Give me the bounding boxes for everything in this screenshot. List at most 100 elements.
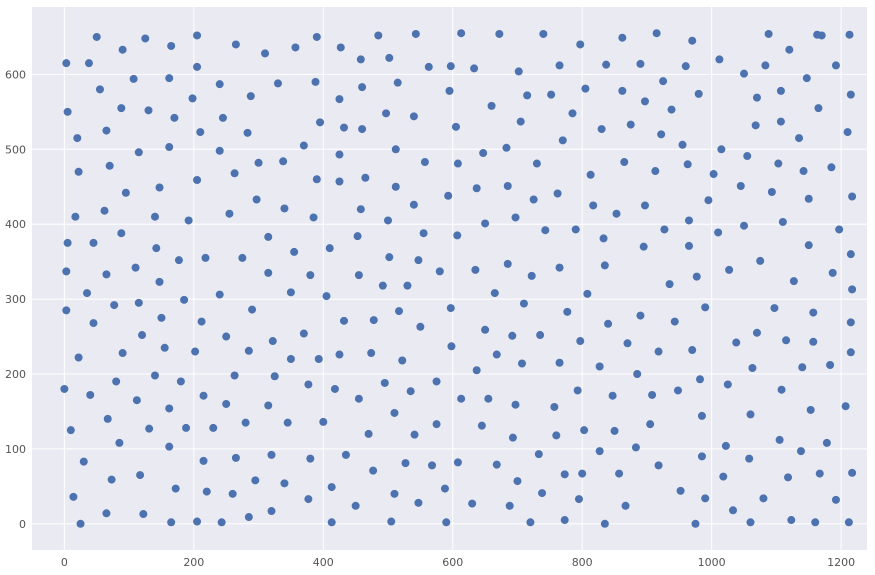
scatter-point <box>217 518 226 527</box>
scatter-point <box>327 518 336 527</box>
scatter-point <box>651 167 660 176</box>
plot-area <box>32 7 867 550</box>
scatter-point <box>732 338 741 347</box>
scatter-point <box>626 120 635 129</box>
scatter-point <box>306 454 315 463</box>
x-tick-label: 600 <box>442 556 463 569</box>
scatter-point <box>568 109 577 118</box>
scatter-point <box>659 77 668 86</box>
scatter-point <box>155 183 164 192</box>
scatter-point <box>150 371 159 380</box>
scatter-point <box>76 519 85 528</box>
scatter-point <box>354 394 363 403</box>
scatter-point <box>112 377 121 386</box>
scatter-point <box>798 363 807 372</box>
scatter-point <box>83 289 92 298</box>
scatter-point <box>795 134 804 143</box>
scatter-point <box>314 355 323 364</box>
scatter-point <box>804 194 813 203</box>
scatter-point <box>89 238 98 247</box>
scatter-point <box>361 173 370 182</box>
scatter-point <box>815 469 824 478</box>
y-tick-label: 400 <box>5 218 26 231</box>
scatter-point <box>215 290 224 299</box>
scatter-point <box>222 332 231 341</box>
scatter-point <box>409 200 418 209</box>
scatter-point <box>701 303 710 312</box>
scatter-point <box>286 288 295 297</box>
scatter-point <box>322 292 331 301</box>
x-tick-label: 200 <box>183 556 204 569</box>
scatter-point <box>719 472 728 481</box>
scatter-point <box>477 421 486 430</box>
scatter-point <box>785 45 794 54</box>
y-tick-label: 200 <box>5 368 26 381</box>
scatter-point <box>180 295 189 304</box>
scatter-point <box>503 259 512 268</box>
scatter-point <box>244 346 253 355</box>
scatter-point <box>784 473 793 482</box>
scatter-point <box>414 498 423 507</box>
scatter-point <box>131 263 140 272</box>
scatter-point <box>280 479 289 488</box>
scatter-point <box>553 189 562 198</box>
scatter-point <box>618 86 627 95</box>
scatter-point <box>103 414 112 423</box>
scatter-point <box>432 420 441 429</box>
scatter-point <box>102 270 111 279</box>
scatter-point <box>640 97 649 106</box>
scatter-point <box>395 307 404 316</box>
scatter-point <box>225 209 234 218</box>
scatter-point <box>514 67 523 76</box>
scatter-point <box>560 470 569 479</box>
scatter-point <box>446 62 455 71</box>
scatter-point <box>409 112 418 121</box>
scatter-point <box>248 305 257 314</box>
scatter-point <box>199 456 208 465</box>
scatter-point <box>555 263 564 272</box>
scatter-point <box>165 404 174 413</box>
scatter-point <box>406 387 415 396</box>
scatter-point <box>71 212 80 221</box>
scatter-point <box>845 30 854 39</box>
scatter-point <box>683 160 692 169</box>
scatter-point <box>244 513 253 522</box>
x-tick-label: 1200 <box>827 556 855 569</box>
scatter-point <box>102 126 111 135</box>
scatter-point <box>444 191 453 200</box>
scatter-point <box>787 516 796 525</box>
scatter-point <box>191 347 200 356</box>
scatter-point <box>580 426 589 435</box>
scatter-point <box>721 441 730 450</box>
scatter-point <box>115 438 124 447</box>
scatter-point <box>600 261 609 270</box>
scatter-point <box>171 484 180 493</box>
scatter-point <box>264 268 273 277</box>
scatter-point <box>445 86 454 95</box>
scatter-point <box>424 62 433 71</box>
scatter-point <box>184 216 193 225</box>
scatter-point <box>532 159 541 168</box>
scatter-point <box>66 426 75 435</box>
scatter-point <box>306 271 315 280</box>
scatter-point <box>831 61 840 70</box>
scatter-point <box>358 125 367 134</box>
scatter-point <box>774 159 783 168</box>
scatter-point <box>831 495 840 504</box>
scatter-point <box>228 489 237 498</box>
scatter-point <box>746 410 755 419</box>
scatter-point <box>319 417 328 426</box>
scatter-point <box>251 476 260 485</box>
scatter-point <box>684 241 693 250</box>
scatter-point <box>215 80 224 89</box>
scatter-point <box>745 454 754 463</box>
scatter-point <box>848 192 857 201</box>
scatter-point <box>384 216 393 225</box>
scatter-point <box>428 461 437 470</box>
scatter-point <box>560 516 569 525</box>
scatter-point <box>440 484 449 493</box>
scatter-point <box>481 325 490 334</box>
scatter-point <box>286 355 295 364</box>
scatter-point <box>457 29 466 38</box>
scatter-point <box>743 152 752 161</box>
